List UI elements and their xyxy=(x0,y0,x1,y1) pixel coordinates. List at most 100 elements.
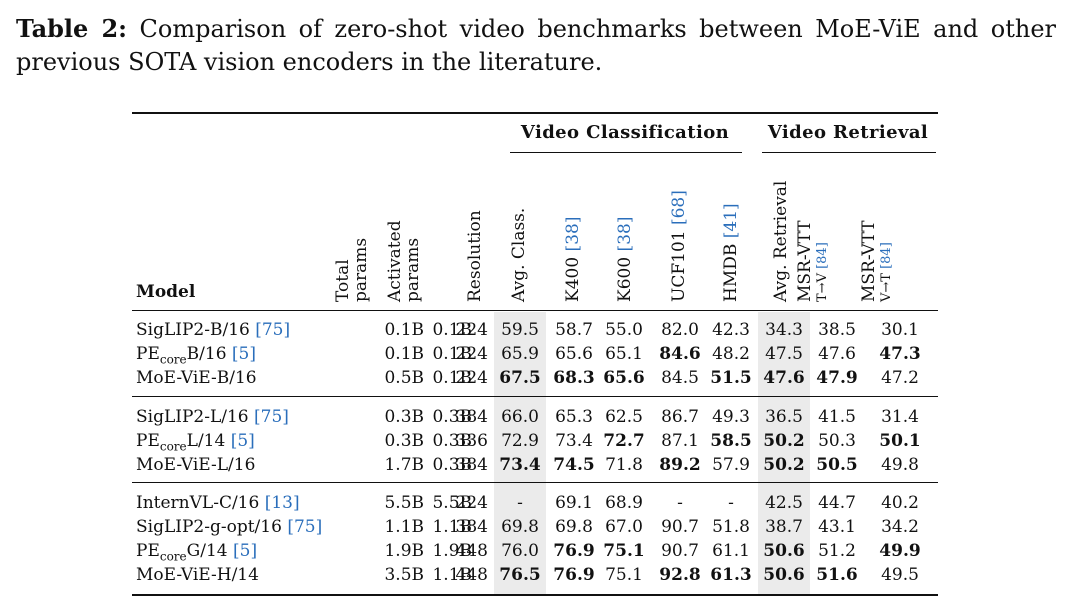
table-cell: 92.8 xyxy=(659,565,701,585)
table-cell: 0.5B xyxy=(384,368,424,388)
table-cell: 76.5 xyxy=(499,565,541,585)
table-cell: 0.1B xyxy=(432,344,472,364)
table-cell: 0.1B xyxy=(432,320,472,340)
table-cell: 65.6 xyxy=(555,344,593,364)
table-caption: Table 2: Comparison of zero-shot video b… xyxy=(16,12,1056,79)
table-cell: 50.2 xyxy=(763,431,805,451)
group-video-retrieval: Video Retrieval xyxy=(767,122,929,143)
table-cell: 89.2 xyxy=(659,455,701,475)
table-cell: 59.5 xyxy=(501,320,539,340)
model-name: MoE-ViE-L/16 xyxy=(136,455,256,475)
group-video-retrieval-line xyxy=(762,152,936,153)
table-cell: 71.8 xyxy=(605,455,643,475)
model-name: MoE-ViE-B/16 xyxy=(136,368,257,388)
table-cell: 67.0 xyxy=(605,517,643,537)
col-header-avg-class: Avg. Class. xyxy=(509,207,529,302)
table-cell: 5.5B xyxy=(432,493,472,513)
table-cell: 384 xyxy=(455,455,488,475)
table-cell: 1.9B xyxy=(384,541,424,561)
table-cell: 86.7 xyxy=(661,407,699,427)
table-cell: 1.7B xyxy=(384,455,424,475)
table-cell: 84.6 xyxy=(659,344,701,364)
model-name: PEcoreB/16 [5] xyxy=(136,344,257,367)
table-cell: 42.3 xyxy=(712,320,750,340)
table-cell: 384 xyxy=(455,407,488,427)
table-cell: 38.5 xyxy=(818,320,856,340)
table-cell: 62.5 xyxy=(605,407,643,427)
table-cell: - xyxy=(677,493,683,513)
group-video-classification: Video Classification xyxy=(520,122,730,143)
col-header-hmdb: HMDB [41] xyxy=(721,203,741,302)
table-cell: 50.2 xyxy=(763,455,805,475)
table-cell: 47.2 xyxy=(881,368,919,388)
table-cell: 0.1B xyxy=(384,320,424,340)
table-cell: 0.3B xyxy=(384,431,424,451)
model-name: PEcoreG/14 [5] xyxy=(136,541,258,564)
table-cell: 34.2 xyxy=(881,517,919,537)
table-cell: 74.5 xyxy=(553,455,595,475)
col-header-avg-retrieval: Avg. Retrieval xyxy=(771,180,791,302)
col-header-activated-params: Activated params xyxy=(385,220,423,302)
comparison-table: Video Classification Video Retrieval Mod… xyxy=(132,112,938,596)
table-cell: 61.1 xyxy=(712,541,750,561)
table-cell: 90.7 xyxy=(661,541,699,561)
table-cell: 58.5 xyxy=(710,431,752,451)
table-cell: 0.3B xyxy=(432,407,472,427)
table-cell: 47.6 xyxy=(818,344,856,364)
table-cell: 73.4 xyxy=(499,455,541,475)
group-rule-2 xyxy=(132,482,938,483)
col-header-msrvtt-vt: MSR-VTT V→T [84] xyxy=(859,220,894,302)
caption-text: Comparison of zero-shot video benchmarks… xyxy=(16,15,1056,76)
table-cell: 69.1 xyxy=(555,493,593,513)
table-cell: 47.6 xyxy=(763,368,805,388)
table-cell: 36.5 xyxy=(765,407,803,427)
table-cell: 84.5 xyxy=(661,368,699,388)
model-name: InternVL-C/16 [13] xyxy=(136,493,300,513)
col-header-resolution: Resolution xyxy=(465,210,485,302)
bottom-rule xyxy=(132,594,938,596)
table-cell: 50.5 xyxy=(816,455,858,475)
table-cell: 65.3 xyxy=(555,407,593,427)
table-cell: 49.3 xyxy=(712,407,750,427)
table-cell: 43.1 xyxy=(818,517,856,537)
table-cell: 68.3 xyxy=(553,368,595,388)
table-cell: 67.5 xyxy=(499,368,541,388)
col-header-ucf101: UCF101 [68] xyxy=(669,190,689,302)
col-header-total-params: Total params xyxy=(333,237,371,302)
table-cell: 1.1B xyxy=(432,565,472,585)
table-cell: 76.9 xyxy=(553,541,595,561)
table-cell: 0.3B xyxy=(384,407,424,427)
table-cell: 69.8 xyxy=(555,517,593,537)
table-cell: 76.9 xyxy=(553,565,595,585)
table-cell: 65.1 xyxy=(605,344,643,364)
table-cell: 57.9 xyxy=(712,455,750,475)
table-cell: 5.5B xyxy=(384,493,424,513)
table-cell: 49.5 xyxy=(881,565,919,585)
table-cell: 448 xyxy=(455,565,488,585)
model-name: SigLIP2-g-opt/16 [75] xyxy=(136,517,323,537)
table-cell: 384 xyxy=(455,517,488,537)
table-cell: 73.4 xyxy=(555,431,593,451)
model-name: PEcoreL/14 [5] xyxy=(136,431,255,454)
table-cell: 0.1B xyxy=(384,344,424,364)
table-cell: 47.5 xyxy=(765,344,803,364)
table-cell: 68.9 xyxy=(605,493,643,513)
col-header-k400: K400 [38] xyxy=(563,216,583,302)
table-cell: 1.1B xyxy=(432,517,472,537)
table-cell: 34.3 xyxy=(765,320,803,340)
table-cell: 65.6 xyxy=(603,368,645,388)
table-cell: 76.0 xyxy=(501,541,539,561)
table-cell: 1.9B xyxy=(432,541,472,561)
table-cell: 38.7 xyxy=(765,517,803,537)
table-cell: 66.0 xyxy=(501,407,539,427)
table-cell: 75.1 xyxy=(603,541,645,561)
table-cell: 61.3 xyxy=(710,565,752,585)
model-name: SigLIP2-B/16 [75] xyxy=(136,320,291,340)
table-cell: 72.9 xyxy=(501,431,539,451)
table-cell: 47.3 xyxy=(879,344,921,364)
table-cell: 224 xyxy=(455,493,488,513)
table-cell: 448 xyxy=(455,541,488,561)
table-cell: 55.0 xyxy=(605,320,643,340)
table-cell: 40.2 xyxy=(881,493,919,513)
table-cell: 42.5 xyxy=(765,493,803,513)
